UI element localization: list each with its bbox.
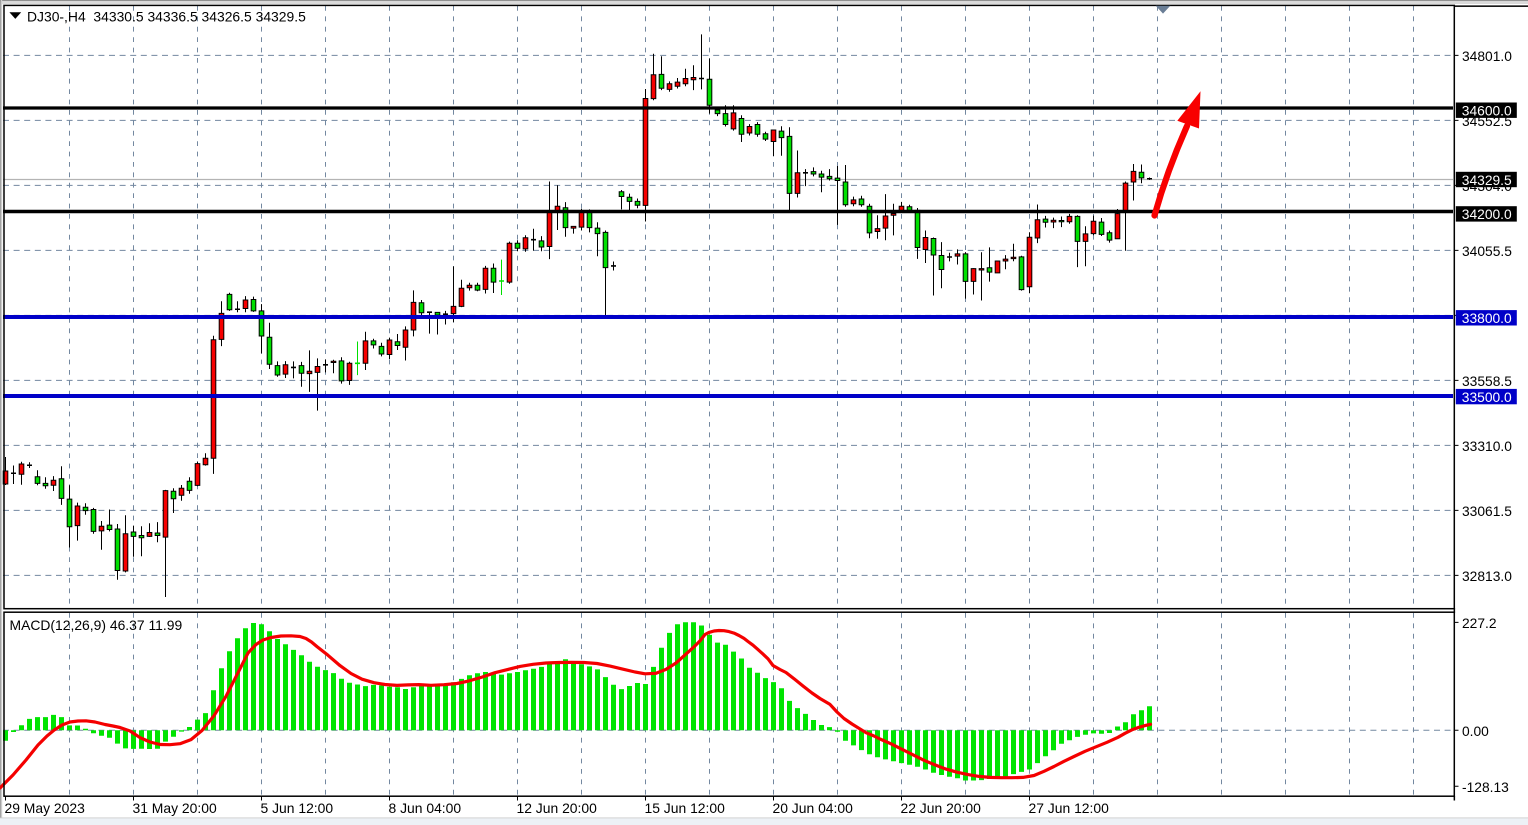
svg-text:12 Jun 20:00: 12 Jun 20:00 <box>517 800 598 816</box>
svg-text:227.2: 227.2 <box>1462 616 1497 631</box>
svg-text:34600.0: 34600.0 <box>1462 104 1512 119</box>
svg-text:20 Jun 04:00: 20 Jun 04:00 <box>773 800 854 816</box>
svg-text:33310.0: 33310.0 <box>1462 439 1512 454</box>
svg-text:33558.5: 33558.5 <box>1462 374 1512 389</box>
svg-text:5 Jun 12:00: 5 Jun 12:00 <box>261 800 334 816</box>
svg-text:8 Jun 04:00: 8 Jun 04:00 <box>389 800 462 816</box>
svg-text:DJ30-,H4 34330.5 34336.5 3432: DJ30-,H4 34330.5 34336.5 34326.5 34329.5 <box>27 8 306 24</box>
svg-text:29 May 2023: 29 May 2023 <box>5 800 86 816</box>
svg-text:22 Jun 20:00: 22 Jun 20:00 <box>901 800 982 816</box>
svg-text:34055.5: 34055.5 <box>1462 244 1512 259</box>
svg-text:33800.0: 33800.0 <box>1462 311 1512 326</box>
svg-text:0.00: 0.00 <box>1462 724 1489 739</box>
svg-text:31 May 20:00: 31 May 20:00 <box>133 800 217 816</box>
svg-text:34329.5: 34329.5 <box>1462 173 1512 188</box>
svg-text:34801.0: 34801.0 <box>1462 49 1512 64</box>
svg-text:33061.5: 33061.5 <box>1462 504 1512 519</box>
svg-text:32813.0: 32813.0 <box>1462 569 1512 584</box>
svg-text:34200.0: 34200.0 <box>1462 207 1512 222</box>
svg-text:15 Jun 12:00: 15 Jun 12:00 <box>645 800 726 816</box>
svg-text:33500.0: 33500.0 <box>1462 390 1512 405</box>
svg-text:27 Jun 12:00: 27 Jun 12:00 <box>1029 800 1110 816</box>
svg-text:MACD(12,26,9) 46.37 11.99: MACD(12,26,9) 46.37 11.99 <box>10 617 183 633</box>
svg-text:-128.13: -128.13 <box>1462 780 1509 795</box>
